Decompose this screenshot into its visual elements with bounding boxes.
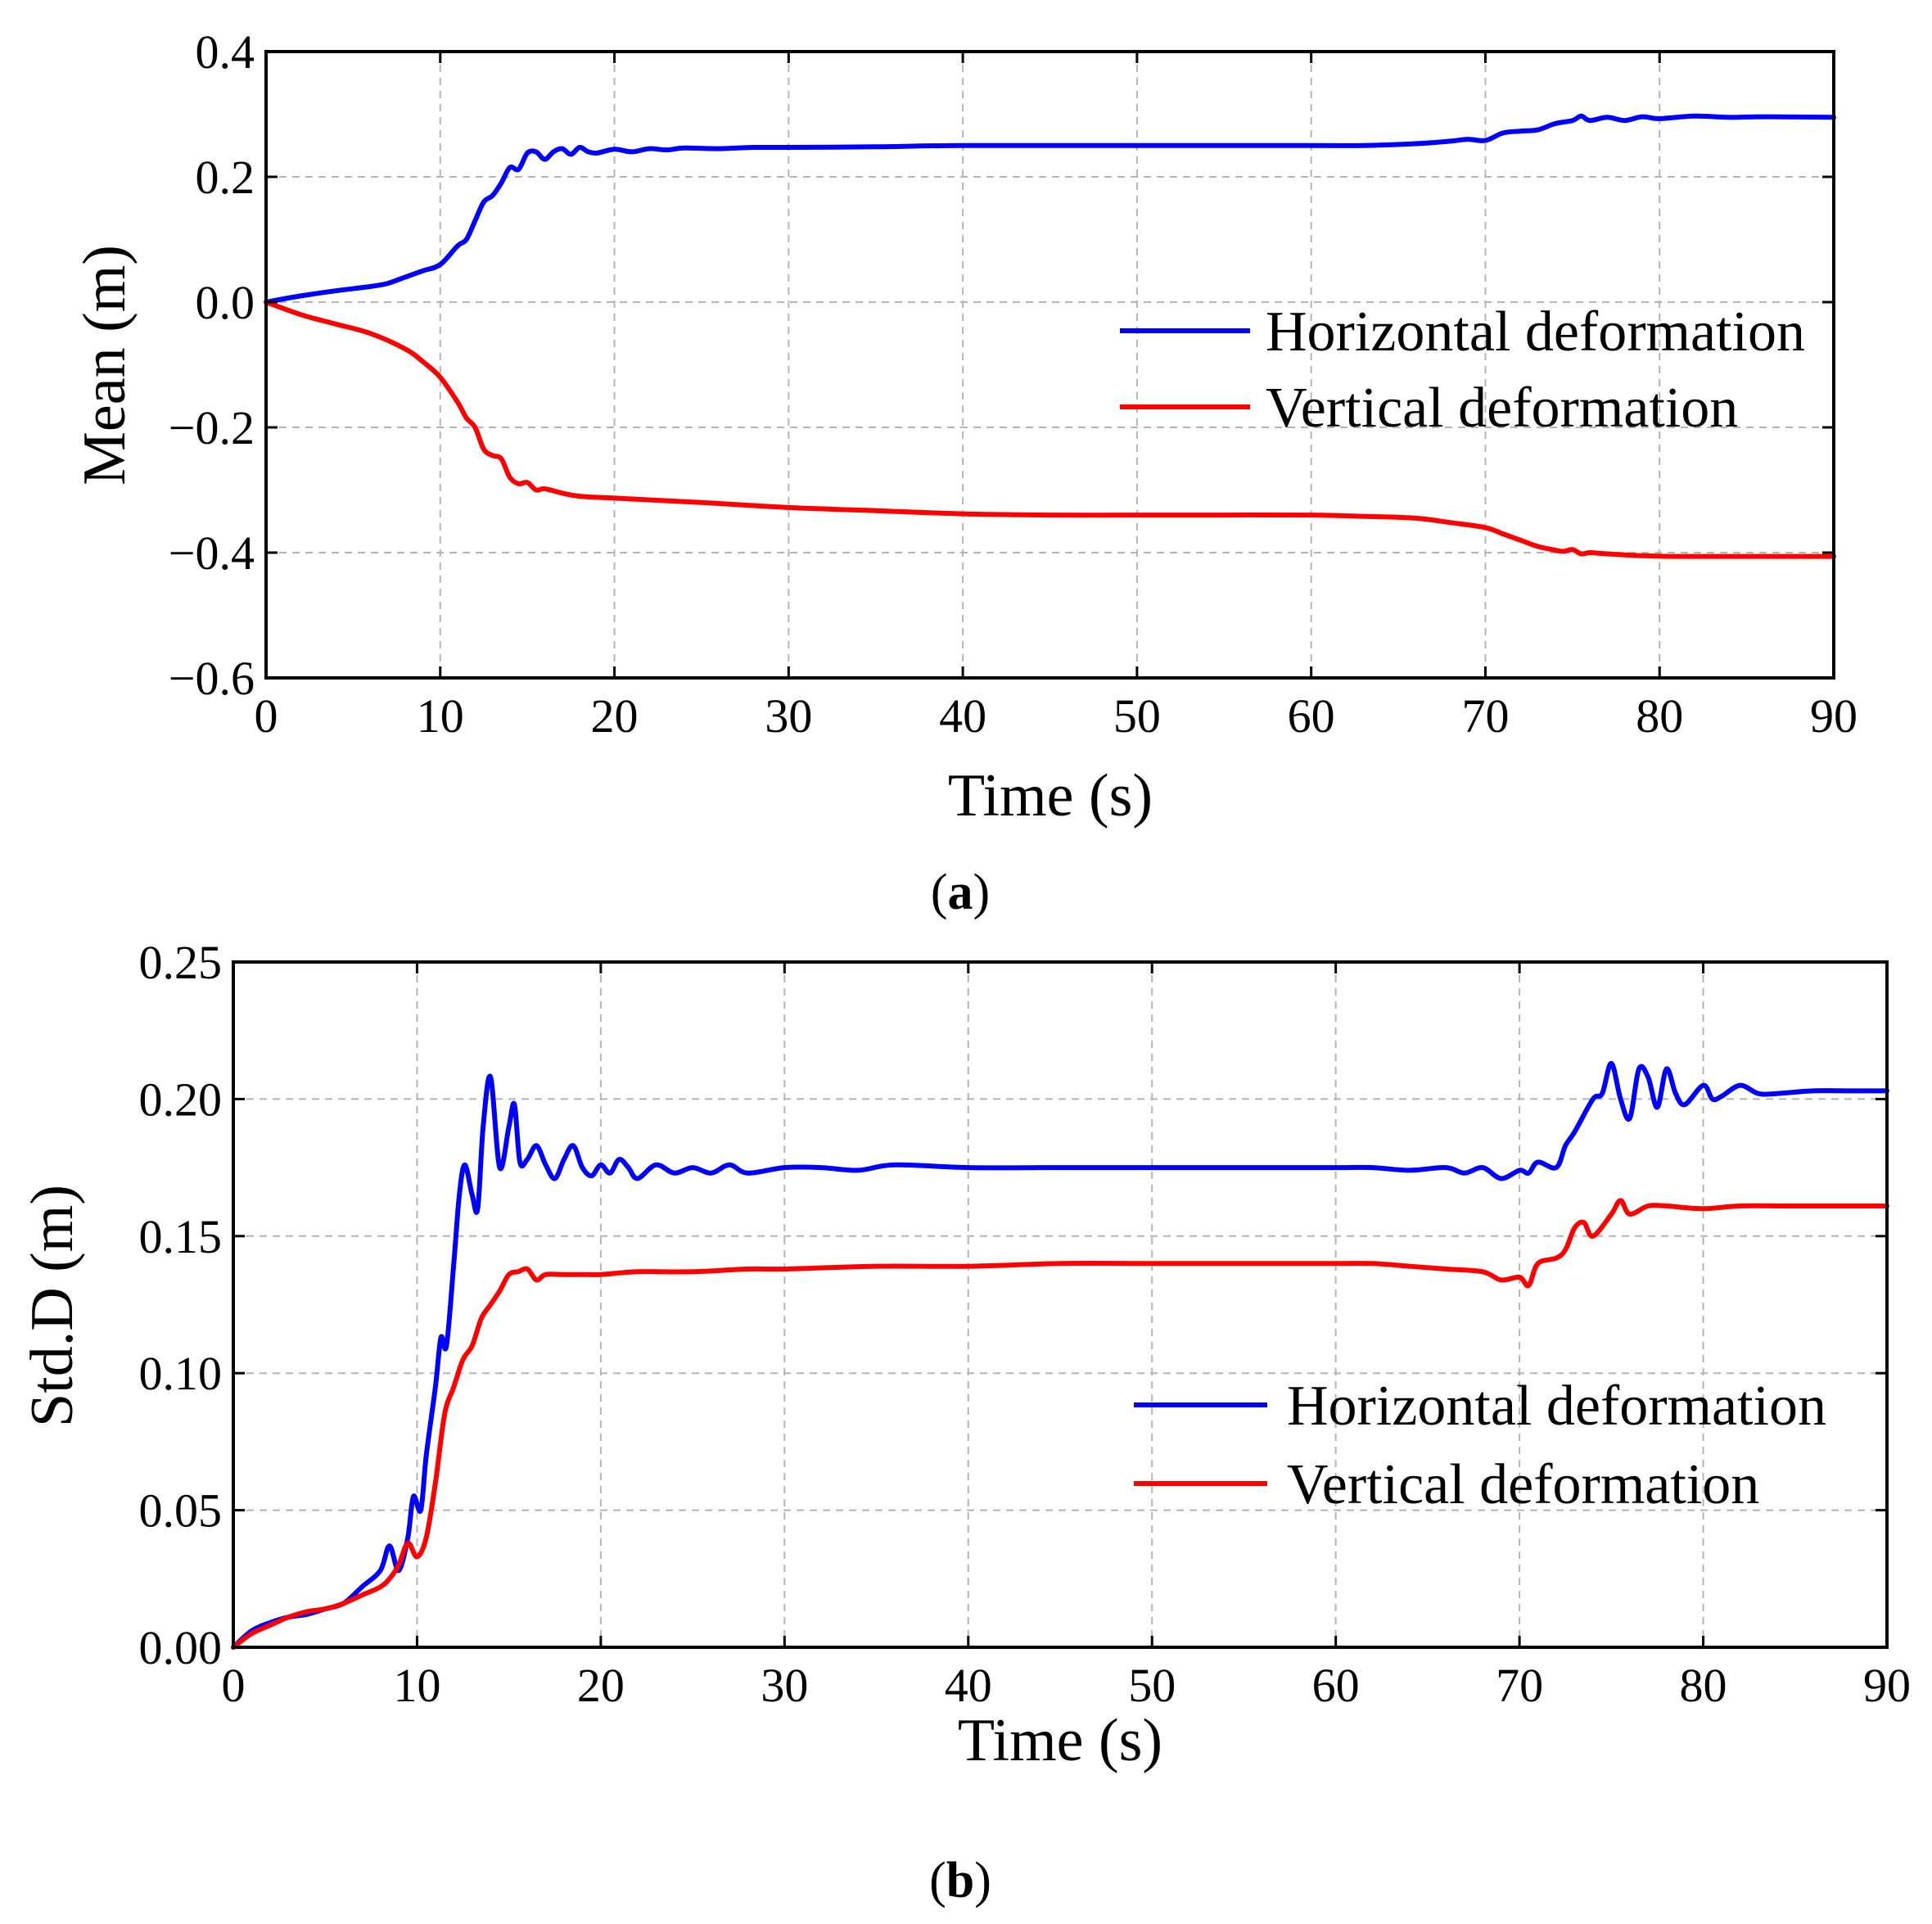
chart-b-series [231, 1060, 1889, 1650]
legend-label-horizontal: Horizontal deformation [1287, 1375, 1826, 1438]
x-tick-label: 30 [765, 689, 812, 743]
x-tick-label: 0 [255, 689, 278, 743]
chart-a-y-ticks: 0.4 0.2 0.0 −0.2 −0.4 −0.6 [169, 25, 1834, 705]
x-tick-label: 80 [1636, 689, 1683, 743]
legend-label-vertical: Vertical deformation [1266, 377, 1738, 440]
chart-b-x-axis-label: Time (s) [958, 1707, 1162, 1774]
series-line-vertical [264, 300, 1836, 559]
x-tick-label: 90 [1863, 1659, 1911, 1712]
x-tick-label: 30 [761, 1659, 808, 1712]
series-line-horizontal [231, 1060, 1889, 1650]
x-tick-label: 80 [1680, 1659, 1727, 1712]
chart-a: 0 10 20 30 40 50 60 70 80 90 0.4 0.2 0.0 −0.2 −0.4 −0.… [71, 25, 1858, 920]
x-tick-label: 70 [1461, 689, 1509, 743]
x-tick-label: 60 [1288, 689, 1335, 743]
chart-a-x-axis-label: Time (s) [948, 762, 1153, 829]
x-tick-label: 90 [1810, 689, 1858, 743]
chart-a-plot-frame [264, 50, 1835, 680]
chart-b-legend: Horizontal deformation Vertical deformat… [1134, 1375, 1826, 1516]
series-line-vertical [231, 1198, 1889, 1650]
y-tick-label: 0.10 [139, 1347, 223, 1400]
chart-a-panel-label: (a) [931, 865, 990, 920]
y-tick-label: −0.4 [169, 526, 255, 580]
x-tick-label: 10 [393, 1659, 440, 1712]
x-tick-label: 10 [417, 689, 464, 743]
y-tick-label: −0.6 [169, 652, 255, 705]
chart-a-legend: Horizontal deformation Vertical deformat… [1120, 300, 1805, 440]
y-tick-label: 0.20 [139, 1073, 223, 1126]
x-tick-label: 60 [1312, 1659, 1360, 1712]
y-tick-label: 0.05 [139, 1484, 223, 1538]
y-tick-label: −0.2 [169, 401, 255, 454]
x-tick-label: 40 [939, 689, 986, 743]
x-tick-label: 20 [591, 689, 639, 743]
x-tick-label: 50 [1113, 689, 1161, 743]
chart-b-panel-label: (b) [929, 1853, 991, 1908]
chart-b-x-ticks: 0 10 20 30 40 50 60 70 80 90 [222, 962, 1911, 1712]
y-tick-label: 0.25 [139, 936, 223, 989]
chart-b-grid [233, 962, 1887, 1647]
chart-b-plot-frame [232, 960, 1889, 1649]
x-tick-label: 0 [222, 1659, 246, 1712]
y-tick-label: 0.0 [196, 276, 255, 329]
x-tick-label: 50 [1128, 1659, 1176, 1712]
x-tick-label: 70 [1496, 1659, 1543, 1712]
series-line-horizontal [264, 113, 1836, 305]
chart-a-series [264, 113, 1836, 559]
x-tick-label: 20 [577, 1659, 625, 1712]
chart-a-x-ticks: 0 10 20 30 40 50 60 70 80 90 [255, 52, 1858, 743]
chart-b-y-ticks: 0.25 0.20 0.15 0.10 0.05 0.00 [139, 936, 1887, 1674]
chart-a-y-axis-label: Mean (m) [71, 245, 138, 486]
chart-b: 0 10 20 30 40 50 60 70 80 90 0.25 0.20 0.15 0.10 0.05… [19, 936, 1911, 1908]
legend-label-horizontal: Horizontal deformation [1266, 300, 1805, 364]
y-tick-label: 0.15 [139, 1210, 223, 1263]
y-tick-label: 0.2 [196, 151, 255, 204]
chart-b-y-axis-label: Std.D (m) [19, 1185, 86, 1427]
y-tick-label: 0.4 [196, 25, 255, 79]
legend-label-vertical: Vertical deformation [1287, 1453, 1759, 1516]
x-tick-label: 40 [945, 1659, 992, 1712]
y-tick-label: 0.00 [139, 1621, 223, 1674]
